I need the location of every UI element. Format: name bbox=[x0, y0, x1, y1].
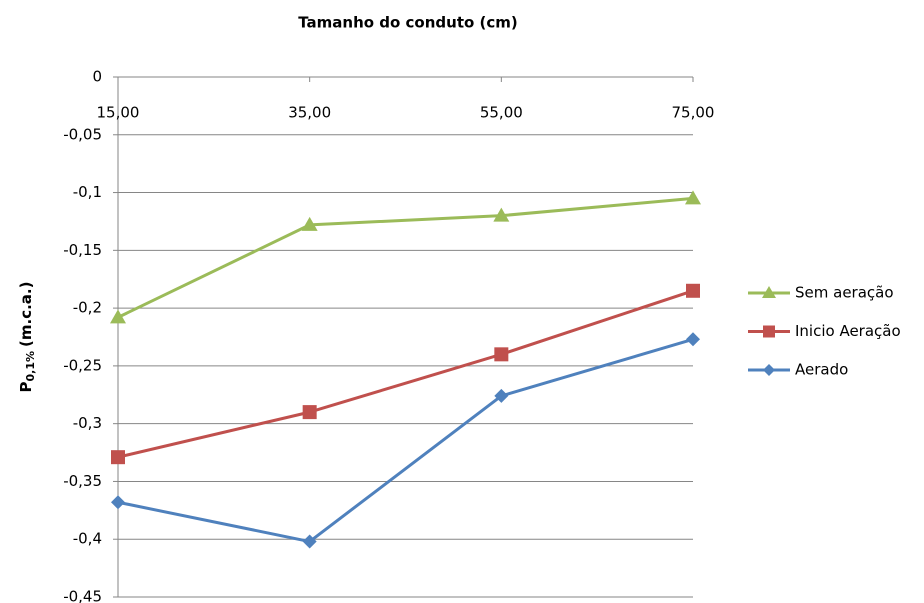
legend-marker bbox=[763, 325, 775, 338]
y-tick-label: -0,45 bbox=[63, 588, 102, 603]
y-tick-label: -0,2 bbox=[73, 299, 102, 317]
marker bbox=[111, 495, 125, 510]
y-axis-label: P0,1% (m.c.a.) bbox=[17, 282, 38, 393]
marker bbox=[494, 347, 509, 362]
marker bbox=[494, 388, 509, 403]
marker bbox=[301, 216, 318, 231]
y-label-subscript: 0,1% bbox=[24, 351, 37, 382]
chart-title: Tamanho do conduto (cm) bbox=[298, 14, 518, 32]
x-tick-label: 55,00 bbox=[480, 104, 523, 122]
x-tick-label: 75,00 bbox=[672, 104, 715, 122]
legend-label: Aerado bbox=[795, 361, 848, 379]
x-tick-label: 15,00 bbox=[97, 104, 140, 122]
marker bbox=[302, 405, 317, 420]
y-tick-label: 0 bbox=[92, 68, 102, 86]
y-tick-label: -0,1 bbox=[73, 183, 102, 201]
legend-marker bbox=[762, 286, 776, 298]
marker bbox=[686, 332, 700, 347]
legend-marker bbox=[763, 364, 775, 376]
marker bbox=[111, 450, 125, 465]
marker bbox=[685, 190, 701, 205]
series-line bbox=[117, 196, 694, 319]
series-line bbox=[117, 289, 694, 459]
marker bbox=[686, 283, 700, 298]
marker bbox=[110, 309, 126, 324]
series-line bbox=[117, 337, 694, 544]
y-tick-label: -0,05 bbox=[63, 125, 102, 143]
legend-label: Sem aeração bbox=[795, 284, 894, 302]
x-tick-label: 35,00 bbox=[288, 104, 331, 122]
marker bbox=[493, 207, 510, 222]
marker bbox=[302, 534, 317, 549]
legend-label: Inicio Aeração bbox=[795, 322, 901, 340]
y-tick-label: -0,3 bbox=[73, 414, 102, 432]
y-tick-label: -0,25 bbox=[63, 356, 102, 374]
y-tick-label: -0,15 bbox=[63, 241, 102, 259]
y-label-main: P bbox=[17, 381, 35, 392]
y-tick-label: -0,35 bbox=[63, 472, 102, 490]
y-tick-label: -0,4 bbox=[73, 530, 102, 548]
y-label-unit: (m.c.a.) bbox=[17, 282, 35, 347]
